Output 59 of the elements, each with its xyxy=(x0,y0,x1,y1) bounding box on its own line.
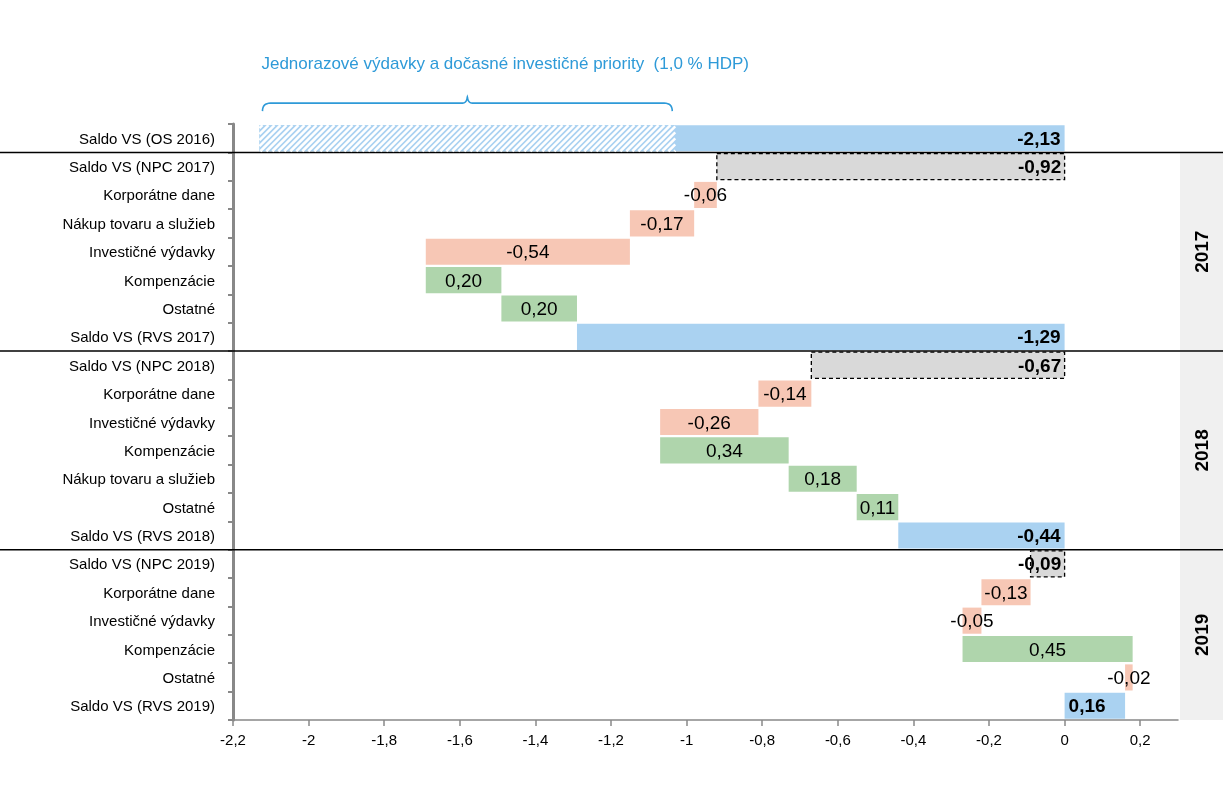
y-tick-label: Saldo VS (NPC 2019) xyxy=(69,555,215,573)
x-tick-label: -1 xyxy=(679,731,694,748)
x-tick-label: -1,4 xyxy=(522,731,549,748)
data-label: -0,92 xyxy=(1017,156,1062,178)
y-tick-label: Saldo VS (RVS 2018) xyxy=(70,527,215,545)
x-tick-label: -1,2 xyxy=(598,731,624,748)
data-label: 0,20 xyxy=(520,297,558,319)
y-tick-label: Kompenzácie xyxy=(124,640,215,658)
data-label: -2,13 xyxy=(1017,127,1061,149)
y-tick-label: Investičné výdavky xyxy=(89,243,216,261)
y-tick-label: Ostatné xyxy=(162,498,215,516)
y-tick-label: Investičné výdavky xyxy=(89,413,216,431)
data-label: -0,67 xyxy=(1017,354,1062,376)
y-tick-label: Korporátne dane xyxy=(103,385,215,403)
data-label: -0,09 xyxy=(1017,553,1062,575)
y-tick-label: Nákup tovaru a služieb xyxy=(62,470,215,488)
data-label: -1,29 xyxy=(1017,326,1061,348)
text: Jednorazové výdavky a dočasné investičné priority (1,0 % HDP) xyxy=(261,53,750,73)
x-tick-label: 0 xyxy=(1060,731,1069,748)
y-tick-label: Saldo VS (RVS 2017) xyxy=(70,328,215,346)
x-tick-label: -0,4 xyxy=(900,731,927,748)
x-tick-label: -1,8 xyxy=(371,731,398,748)
y-tick-label: Korporátne dane xyxy=(103,583,215,601)
y-tick-label: Saldo VS (RVS 2019) xyxy=(70,697,215,715)
y-tick-label: Korporátne dane xyxy=(103,186,215,204)
x-tick-label: -1,6 xyxy=(446,731,473,748)
y-tick-label: Kompenzácie xyxy=(124,271,215,289)
x-tick-label: -2 xyxy=(301,731,316,748)
y-tick-label: Saldo VS (NPC 2017) xyxy=(69,158,215,176)
data-label: -0,17 xyxy=(640,212,684,234)
y-tick-label: Kompenzácie xyxy=(124,441,215,459)
y-tick-label: Ostatné xyxy=(162,668,215,686)
text: 2019 xyxy=(1190,613,1212,656)
data-label: 0,34 xyxy=(705,439,744,461)
data-label: -0,26 xyxy=(687,411,731,433)
y-tick-label: Nákup tovaru a služieb xyxy=(62,214,215,232)
y-tick-label: Saldo VS (OS 2016) xyxy=(79,129,215,147)
text: 2018 xyxy=(1190,429,1212,472)
data-label: 0,20 xyxy=(445,269,483,291)
y-tick-label: Ostatné xyxy=(162,299,215,317)
data-label: -0,54 xyxy=(506,241,550,263)
data-label: 0,16 xyxy=(1068,695,1106,717)
data-label: 0,18 xyxy=(804,468,842,490)
data-label: 0,11 xyxy=(859,496,896,518)
data-label: -0,44 xyxy=(1017,525,1062,547)
y-tick-label: Saldo VS (NPC 2018) xyxy=(69,356,215,374)
data-label: -0,02 xyxy=(1107,666,1151,688)
data-label: -0,14 xyxy=(763,383,807,405)
x-tick-label: -0,8 xyxy=(749,731,776,748)
x-tick-label: -2,2 xyxy=(220,731,246,748)
data-label: -0,05 xyxy=(950,610,994,632)
data-label: -0,06 xyxy=(683,184,728,206)
text: 2017 xyxy=(1190,230,1212,273)
x-tick-label: 0,2 xyxy=(1129,731,1151,748)
x-tick-label: -0,2 xyxy=(976,731,1002,748)
y-tick-label: Investičné výdavky xyxy=(89,612,216,630)
data-label: -0,13 xyxy=(984,581,1028,603)
x-tick-label: -0,6 xyxy=(824,731,851,748)
data-label: 0,45 xyxy=(1029,638,1067,660)
